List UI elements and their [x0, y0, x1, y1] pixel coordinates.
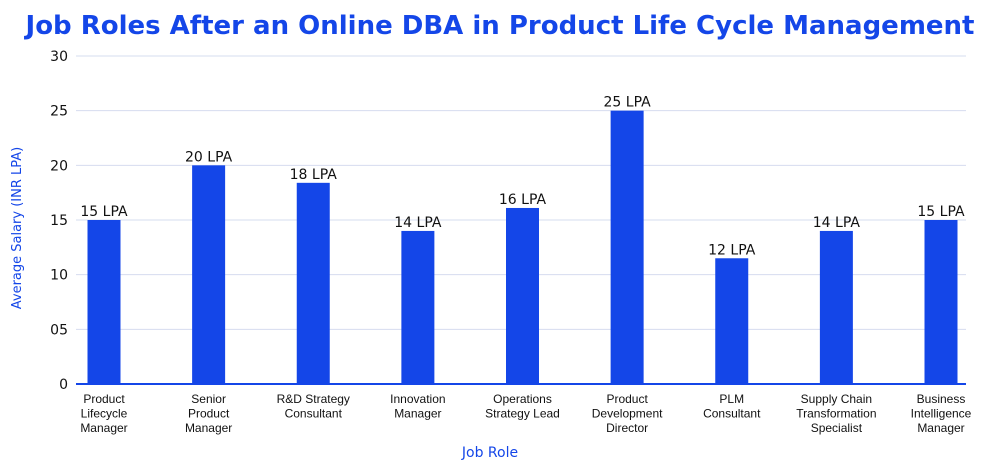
y-axis-ticks: 0 05 10 15 20 25 30 [50, 49, 68, 393]
y-tick-label: 15 [50, 213, 68, 229]
data-label: 14 LPA [813, 215, 861, 231]
x-axis-label: Job Role [461, 445, 518, 461]
y-tick-label: 30 [50, 49, 68, 65]
data-label: 20 LPA [185, 149, 233, 165]
bar [401, 230, 435, 384]
bar [296, 182, 330, 384]
x-tick-label: Business Intelligence Manager [911, 392, 972, 435]
data-label: 14 LPA [394, 215, 442, 231]
x-tick-label: PLM Consultant [703, 392, 761, 421]
chart-title: Job Roles After an Online DBA in Product… [24, 11, 975, 41]
x-tick-label: Innovation Manager [390, 392, 445, 421]
bars [87, 110, 958, 385]
x-tick-label: Product Development Director [592, 392, 663, 435]
x-tick-label: Supply Chain Transformation Specialist [796, 392, 876, 435]
y-tick-label: 20 [50, 158, 68, 174]
bar [87, 220, 121, 384]
bar [610, 110, 644, 385]
y-tick-label: 05 [50, 322, 68, 338]
y-tick-label: 25 [50, 104, 68, 120]
x-tick-label: Operations Strategy Lead [485, 392, 560, 421]
x-tick-label: R&D Strategy Consultant [277, 392, 350, 421]
bar [819, 230, 853, 384]
value-labels: 15 LPA 20 LPA 18 LPA 14 LPA 16 LPA 25 LPA 12 L… [80, 95, 965, 259]
data-label: 12 LPA [708, 242, 756, 258]
bar [924, 220, 958, 384]
y-tick-label: 0 [59, 377, 68, 393]
x-tick-label: Senior Product Manager [185, 392, 232, 435]
y-tick-label: 10 [50, 268, 68, 284]
data-label: 25 LPA [604, 95, 652, 111]
data-label: 16 LPA [499, 192, 547, 208]
bar [506, 207, 539, 384]
data-label: 18 LPA [290, 167, 338, 183]
bar [192, 165, 226, 384]
bar [715, 258, 749, 384]
y-axis-label: Average Salary (INR LPA) [10, 147, 25, 310]
data-label: 15 LPA [917, 204, 965, 220]
x-axis-categories: Product Lifecycle Manager Senior Product Mana… [80, 392, 971, 435]
x-tick-label: Product Lifecycle Manager [80, 392, 127, 435]
data-label: 15 LPA [80, 204, 128, 220]
